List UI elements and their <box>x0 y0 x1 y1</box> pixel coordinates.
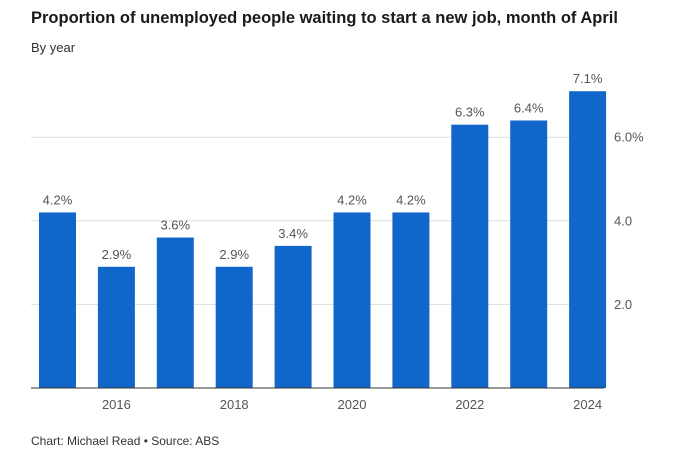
data-label: 7.1% <box>573 71 603 86</box>
data-label: 2.9% <box>102 247 132 262</box>
x-tick-label: 2016 <box>102 397 131 412</box>
bar <box>510 120 548 388</box>
bar <box>156 237 194 388</box>
data-label: 4.2% <box>43 192 73 207</box>
data-label: 2.9% <box>219 247 249 262</box>
chart-title: Proportion of unemployed people waiting … <box>31 9 618 27</box>
bar <box>97 266 135 388</box>
x-tick-label: 2022 <box>455 397 484 412</box>
x-tick-label: 2024 <box>573 397 602 412</box>
data-label: 3.6% <box>160 218 190 233</box>
y-tick-label: 2.0 <box>614 297 632 312</box>
x-tick-label: 2020 <box>338 397 367 412</box>
data-label: 6.4% <box>514 100 544 115</box>
bar <box>215 266 253 388</box>
data-label: 6.3% <box>455 105 485 120</box>
chart-subtitle: By year <box>31 40 76 55</box>
bar <box>39 212 76 388</box>
chart-source: Chart: Michael Read • Source: ABS <box>31 434 220 448</box>
data-label: 4.2% <box>337 192 367 207</box>
bar <box>569 91 607 388</box>
bar <box>451 124 489 388</box>
bar <box>392 212 430 388</box>
y-tick-label: 6.0% <box>614 130 644 145</box>
data-label: 4.2% <box>396 192 426 207</box>
bar <box>274 245 312 388</box>
y-tick-label: 4.0 <box>614 213 632 228</box>
data-label: 3.4% <box>278 226 308 241</box>
bar <box>333 212 371 388</box>
x-tick-label: 2018 <box>220 397 249 412</box>
